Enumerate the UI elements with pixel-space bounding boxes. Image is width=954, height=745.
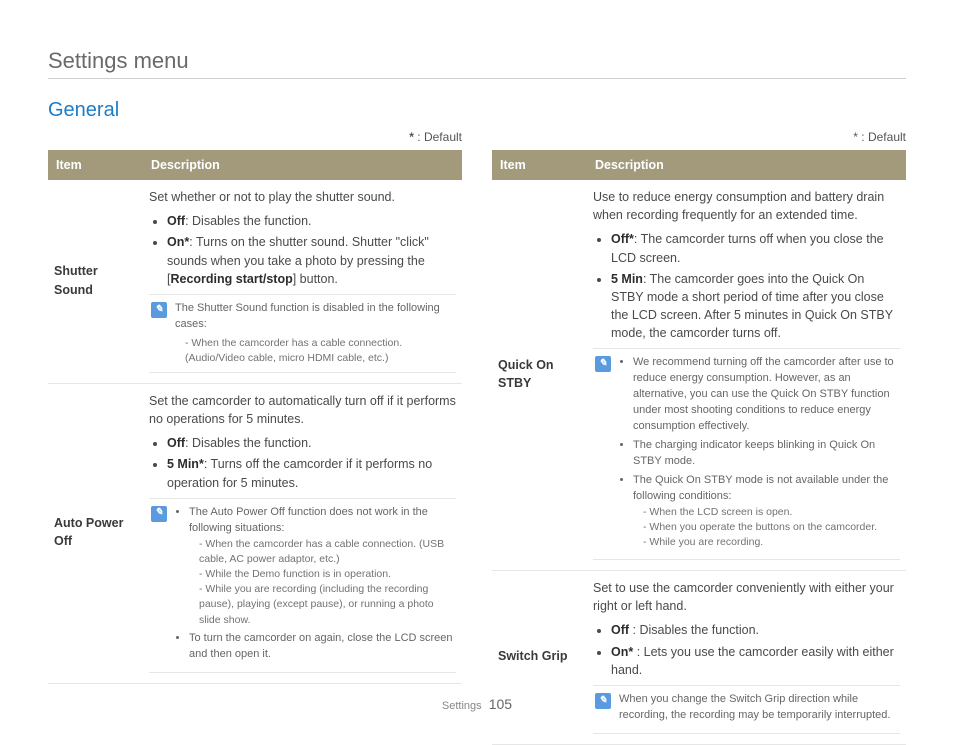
section-title: General [48,99,906,122]
apo-note: ✎ The Auto Power Off function does not w… [149,498,456,673]
shutter-on: On*: Turns on the shutter sound. Shutter… [167,233,456,287]
page-number: 105 [489,696,512,712]
page-title: Settings menu [48,48,906,74]
apo-off: Off: Disables the function. [167,434,456,452]
col-header-item: Item [492,150,587,180]
sg-on: On* : Lets you use the camcorder easily … [611,643,900,679]
table-row: Auto Power Off Set the camcorder to auto… [48,384,462,684]
note-body: The Auto Power Off function does not wor… [175,505,454,666]
note-icon: ✎ [151,302,167,318]
qos-note-1: We recommend turning off the camcorder a… [633,355,898,435]
desc-shutter-sound: Set whether or not to play the shutter s… [143,180,462,383]
apo-note-2: To turn the camcorder on again, close th… [189,631,454,663]
col-header-desc: Description [143,150,462,180]
shutter-intro: Set whether or not to play the shutter s… [149,188,456,206]
apo-intro: Set the camcorder to automatically turn … [149,392,456,428]
sg-options: Off : Disables the function. On* : Lets … [593,621,900,678]
apo-options: Off: Disables the function. 5 Min*: Turn… [149,434,456,491]
shutter-options: Off: Disables the function. On*: Turns o… [149,212,456,288]
item-shutter-sound: Shutter Sound [48,180,143,383]
left-column: * * : Default: Default Item Description … [48,130,462,745]
qos-note: ✎ We recommend turning off the camcorder… [593,348,900,560]
item-auto-power-off: Auto Power Off [48,384,143,684]
default-legend-right: * : Default [492,130,906,144]
sg-off: Off : Disables the function. [611,621,900,639]
desc-quick-on-stby: Use to reduce energy consumption and bat… [587,180,906,571]
qos-note-2: The charging indicator keeps blinking in… [633,438,898,470]
shutter-note: ✎ The Shutter Sound function is disabled… [149,294,456,373]
sg-intro: Set to use the camcorder conveniently wi… [593,579,900,615]
qos-5min: 5 Min: The camcorder goes into the Quick… [611,270,900,343]
note-icon: ✎ [151,506,167,522]
qos-off: Off*: The camcorder turns off when you c… [611,230,900,266]
right-column: * : Default Item Description Quick On ST… [492,130,906,745]
col-header-item: Item [48,150,143,180]
desc-auto-power-off: Set the camcorder to automatically turn … [143,384,462,684]
shutter-off: Off: Disables the function. [167,212,456,230]
desc-switch-grip: Set to use the camcorder conveniently wi… [587,571,906,745]
note-body: We recommend turning off the camcorder a… [619,355,898,553]
apo-5min: 5 Min*: Turns off the camcorder if it pe… [167,455,456,491]
content-columns: * * : Default: Default Item Description … [48,130,906,745]
page-footer: Settings 105 [0,696,954,712]
footer-label: Settings [442,700,482,712]
note-icon: ✎ [595,356,611,372]
table-row: Quick On STBY Use to reduce energy consu… [492,180,906,571]
col-header-desc: Description [587,150,906,180]
table-row: Shutter Sound Set whether or not to play… [48,180,462,383]
item-switch-grip: Switch Grip [492,571,587,745]
default-legend-left: * * : Default: Default [48,130,462,144]
title-underline [48,78,906,79]
settings-table-right: Item Description Quick On STBY Use to re… [492,150,906,745]
qos-options: Off*: The camcorder turns off when you c… [593,230,900,342]
settings-table-left: Item Description Shutter Sound Set wheth… [48,150,462,684]
item-quick-on-stby: Quick On STBY [492,180,587,571]
qos-intro: Use to reduce energy consumption and bat… [593,188,900,224]
note-body: The Shutter Sound function is disabled i… [175,301,454,366]
apo-note-1: The Auto Power Off function does not wor… [189,505,454,628]
table-row: Switch Grip Set to use the camcorder con… [492,571,906,745]
qos-note-3: The Quick On STBY mode is not available … [633,473,898,551]
